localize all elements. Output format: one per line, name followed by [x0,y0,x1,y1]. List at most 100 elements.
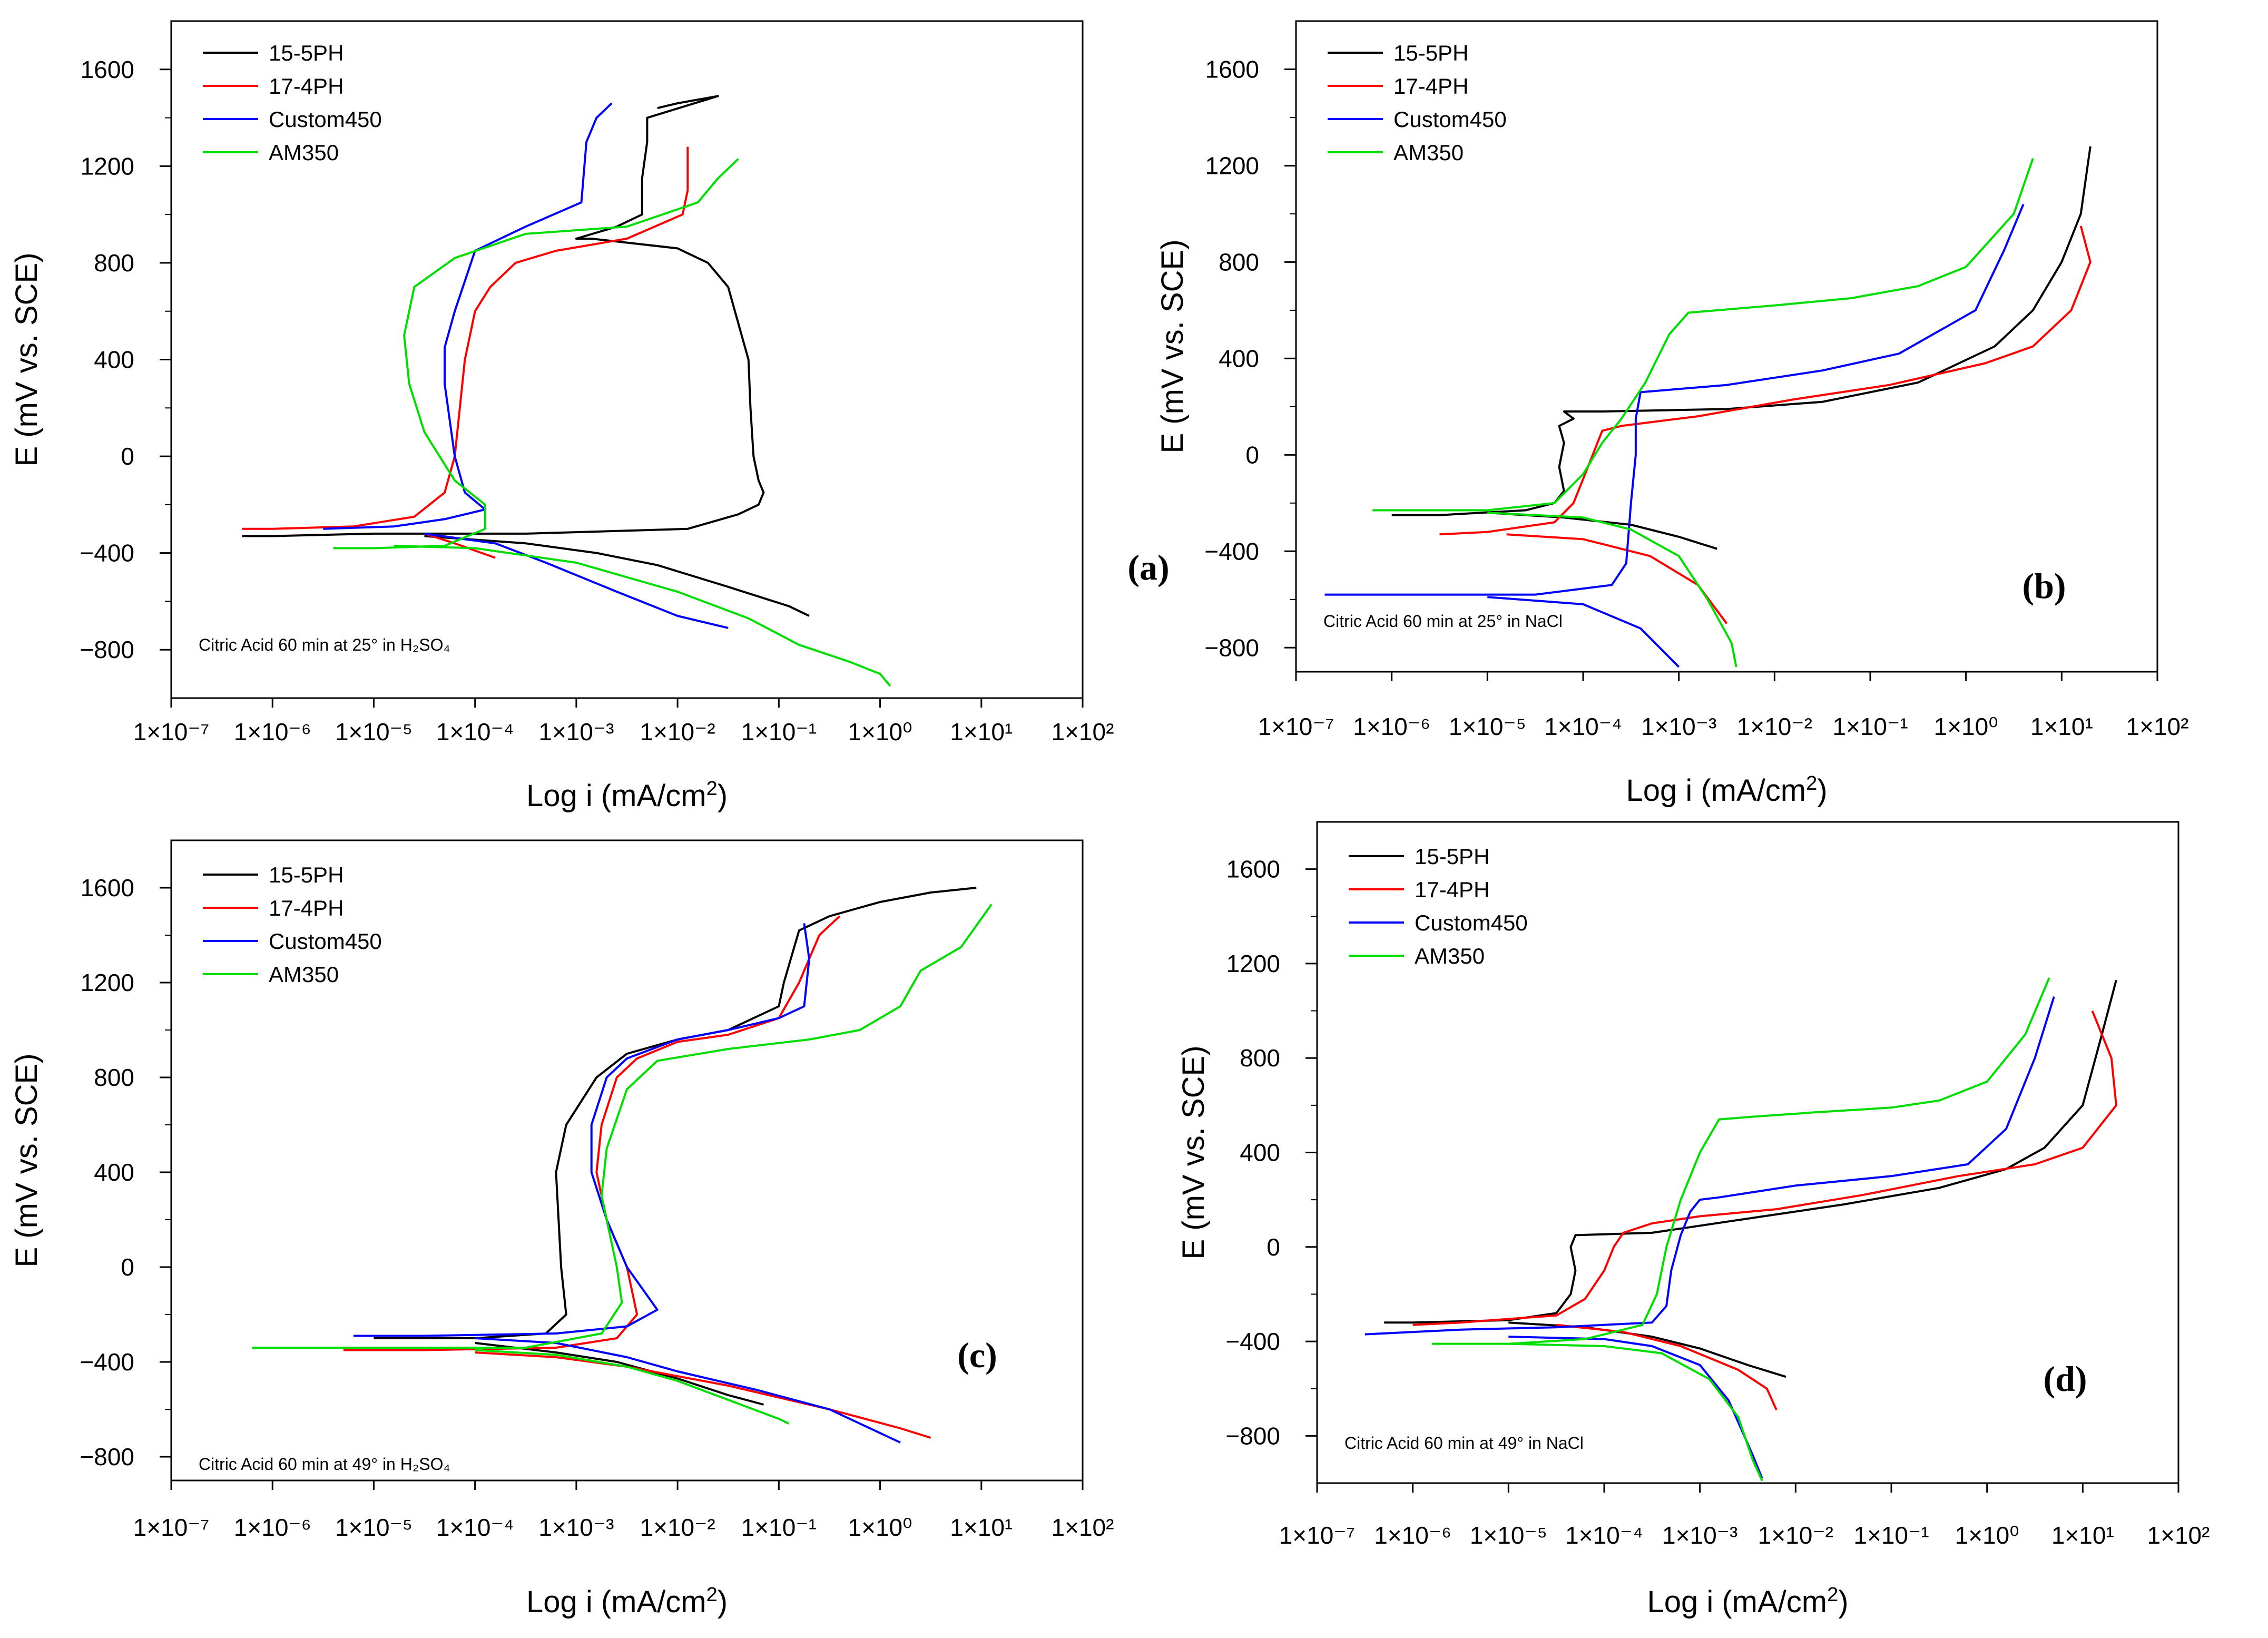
y-tick-label: 400 [94,1159,134,1186]
y-tick-label: −400 [80,1348,134,1376]
x-tick-label: 1×10⁰ [848,1514,912,1541]
series-group [252,887,993,1444]
chart-annotation: Citric Acid 60 min at 49° in H₂SO₄ [199,1455,450,1474]
series-line-custom450-cathodic [1487,596,1680,668]
x-tick-label: 1×10⁻⁷ [1279,1522,1356,1549]
x-tick-label: 1×10⁻⁶ [1353,713,1430,740]
y-tick-label: 400 [1240,1139,1280,1166]
x-tick-label: 1×10⁻² [640,1514,715,1541]
panel-label: (b) [2022,566,2066,606]
y-tick-label: 1200 [81,152,134,180]
x-tick-label: 1×10⁰ [848,718,912,746]
chart-panel-b: 1600 1200 800 400 0 −400 −800 1×10⁻⁷ 1×10⁻⁶ 1×10⁻… [1155,20,2189,808]
y-tick-label: 800 [94,1064,134,1091]
x-tick-label: 1×10⁻⁵ [1449,713,1526,740]
series-group [242,95,891,687]
x-axis-label: Log i (mA/cm2) [526,1584,728,1619]
x-tick-label: 1×10⁻⁴ [436,1514,514,1541]
legend-label: 15-5PH [269,41,343,65]
series-line-15-5ph [242,95,765,537]
y-tick-label: 0 [1266,1233,1280,1261]
chart-annotation: Citric Acid 60 min at 49° in NaCl [1344,1434,1584,1453]
y-tick-label: 400 [94,346,134,374]
series-line-17-4ph-cathodic [475,1351,931,1439]
y-tick-label: −800 [1225,1422,1280,1449]
x-tick-label: 1×10⁻² [1737,713,1812,740]
series-line-17-4ph [242,146,689,530]
x-tick-label: 1×10⁻⁶ [1374,1522,1451,1549]
series-line-am350 [252,904,993,1349]
y-tick-label: 1600 [1205,55,1259,83]
y-tick-label: 1600 [81,874,134,901]
x-tick-label: 1×10⁻³ [538,1514,614,1541]
y-tick-label: 1600 [1226,856,1280,883]
plot-frame [1295,20,2158,673]
x-tick-label: 1×10⁻² [640,718,715,746]
series-line-custom450 [323,102,613,530]
legend-label: AM350 [1415,944,1485,968]
x-tick-label: 1×10² [1052,1514,1114,1541]
y-tick-label: 800 [1219,248,1259,276]
legend-label: 17-4PH [1415,877,1489,902]
y-axis-label: E (mV vs. SCE) [1176,1045,1211,1259]
x-tick-label: 1×10⁻¹ [1832,713,1908,740]
series-line-15-5ph [374,887,977,1339]
legend-label: AM350 [269,140,339,165]
x-tick-label: 1×10⁻⁷ [133,718,210,746]
series-line-am350 [1372,158,2034,512]
series-line-17-4ph-cathodic [424,532,496,559]
series-line-custom450-cathodic [424,532,729,629]
panel-label: (c) [957,1335,997,1375]
series-line-am350 [333,158,739,550]
x-tick-label: 1×10⁻⁷ [1258,713,1334,740]
series-line-am350-cathodic [1508,1342,1763,1482]
x-tick-label: 1×10² [2126,713,2189,740]
legend-label: AM350 [1393,140,1464,165]
series-line-am350 [1432,977,2050,1345]
x-tick-label: 1×10⁻⁶ [234,1514,311,1541]
x-tick-label: 1×10⁻⁴ [1544,713,1622,740]
series-line-17-4ph [343,915,841,1351]
y-tick-label: 0 [121,1253,134,1281]
series-group [1324,146,2092,668]
y-tick-label: 1200 [81,969,134,996]
chart-panel-a: 1600 1200 800 400 0 −400 −800 1×10⁻⁷ 1×10⁻⁶ 1×10⁻… [9,20,1170,813]
y-tick-label: 0 [1245,441,1259,468]
chart-annotation: Citric Acid 60 min at 25° in H₂SO₄ [199,635,450,654]
series-line-am350-cathodic [394,544,891,687]
legend-label: 15-5PH [269,862,343,887]
x-tick-label: 1×10⁻⁶ [234,718,311,746]
x-tick-label: 1×10⁰ [1934,713,1998,740]
legend-label: Custom450 [1393,107,1507,132]
legend-label: 15-5PH [1415,844,1489,869]
y-tick-label: 1200 [1205,152,1259,179]
x-tick-label: 1×10⁻³ [1662,1522,1737,1549]
y-tick-label: 800 [1240,1044,1280,1072]
x-tick-label: 1×10² [2147,1522,2210,1549]
legend-label: 17-4PH [269,896,343,920]
legend-label: 17-4PH [269,74,343,99]
x-tick-label: 1×10⁻⁷ [133,1514,210,1541]
x-tick-label: 1×10⁻⁴ [1565,1522,1643,1549]
y-tick-label: −800 [1204,634,1259,661]
chart-panel-d: 1600 1200 800 400 0 −400 −800 1×10⁻⁷ 1×10⁻⁶ 1×10⁻… [1176,821,2210,1619]
y-tick-label: −400 [80,540,134,567]
y-axis-label: E (mV vs. SCE) [9,252,44,466]
series-line-17-4ph [1439,225,2092,536]
y-tick-label: 0 [121,443,134,470]
x-tick-label: 1×10⁰ [1955,1522,2019,1549]
series-line-custom450-cathodic [1508,1336,1763,1479]
series-line-17-4ph-cathodic [1556,1323,1778,1410]
y-tick-label: −800 [80,636,134,663]
x-tick-label: 1×10⁻³ [1641,713,1716,740]
panel-label: (d) [2043,1359,2087,1399]
x-tick-label: 1×10⁻¹ [741,718,817,746]
series-line-am350-cathodic [475,1349,790,1425]
legend-label: 17-4PH [1393,74,1468,99]
x-tick-label: 1×10⁻¹ [741,1514,817,1541]
series-line-custom450 [1324,203,2025,596]
x-tick-label: 1×10² [1052,718,1114,746]
x-tick-label: 1×10¹ [2030,713,2093,740]
x-axis-label: Log i (mA/cm2) [526,778,728,813]
y-axis-label: E (mV vs. SCE) [9,1053,44,1267]
